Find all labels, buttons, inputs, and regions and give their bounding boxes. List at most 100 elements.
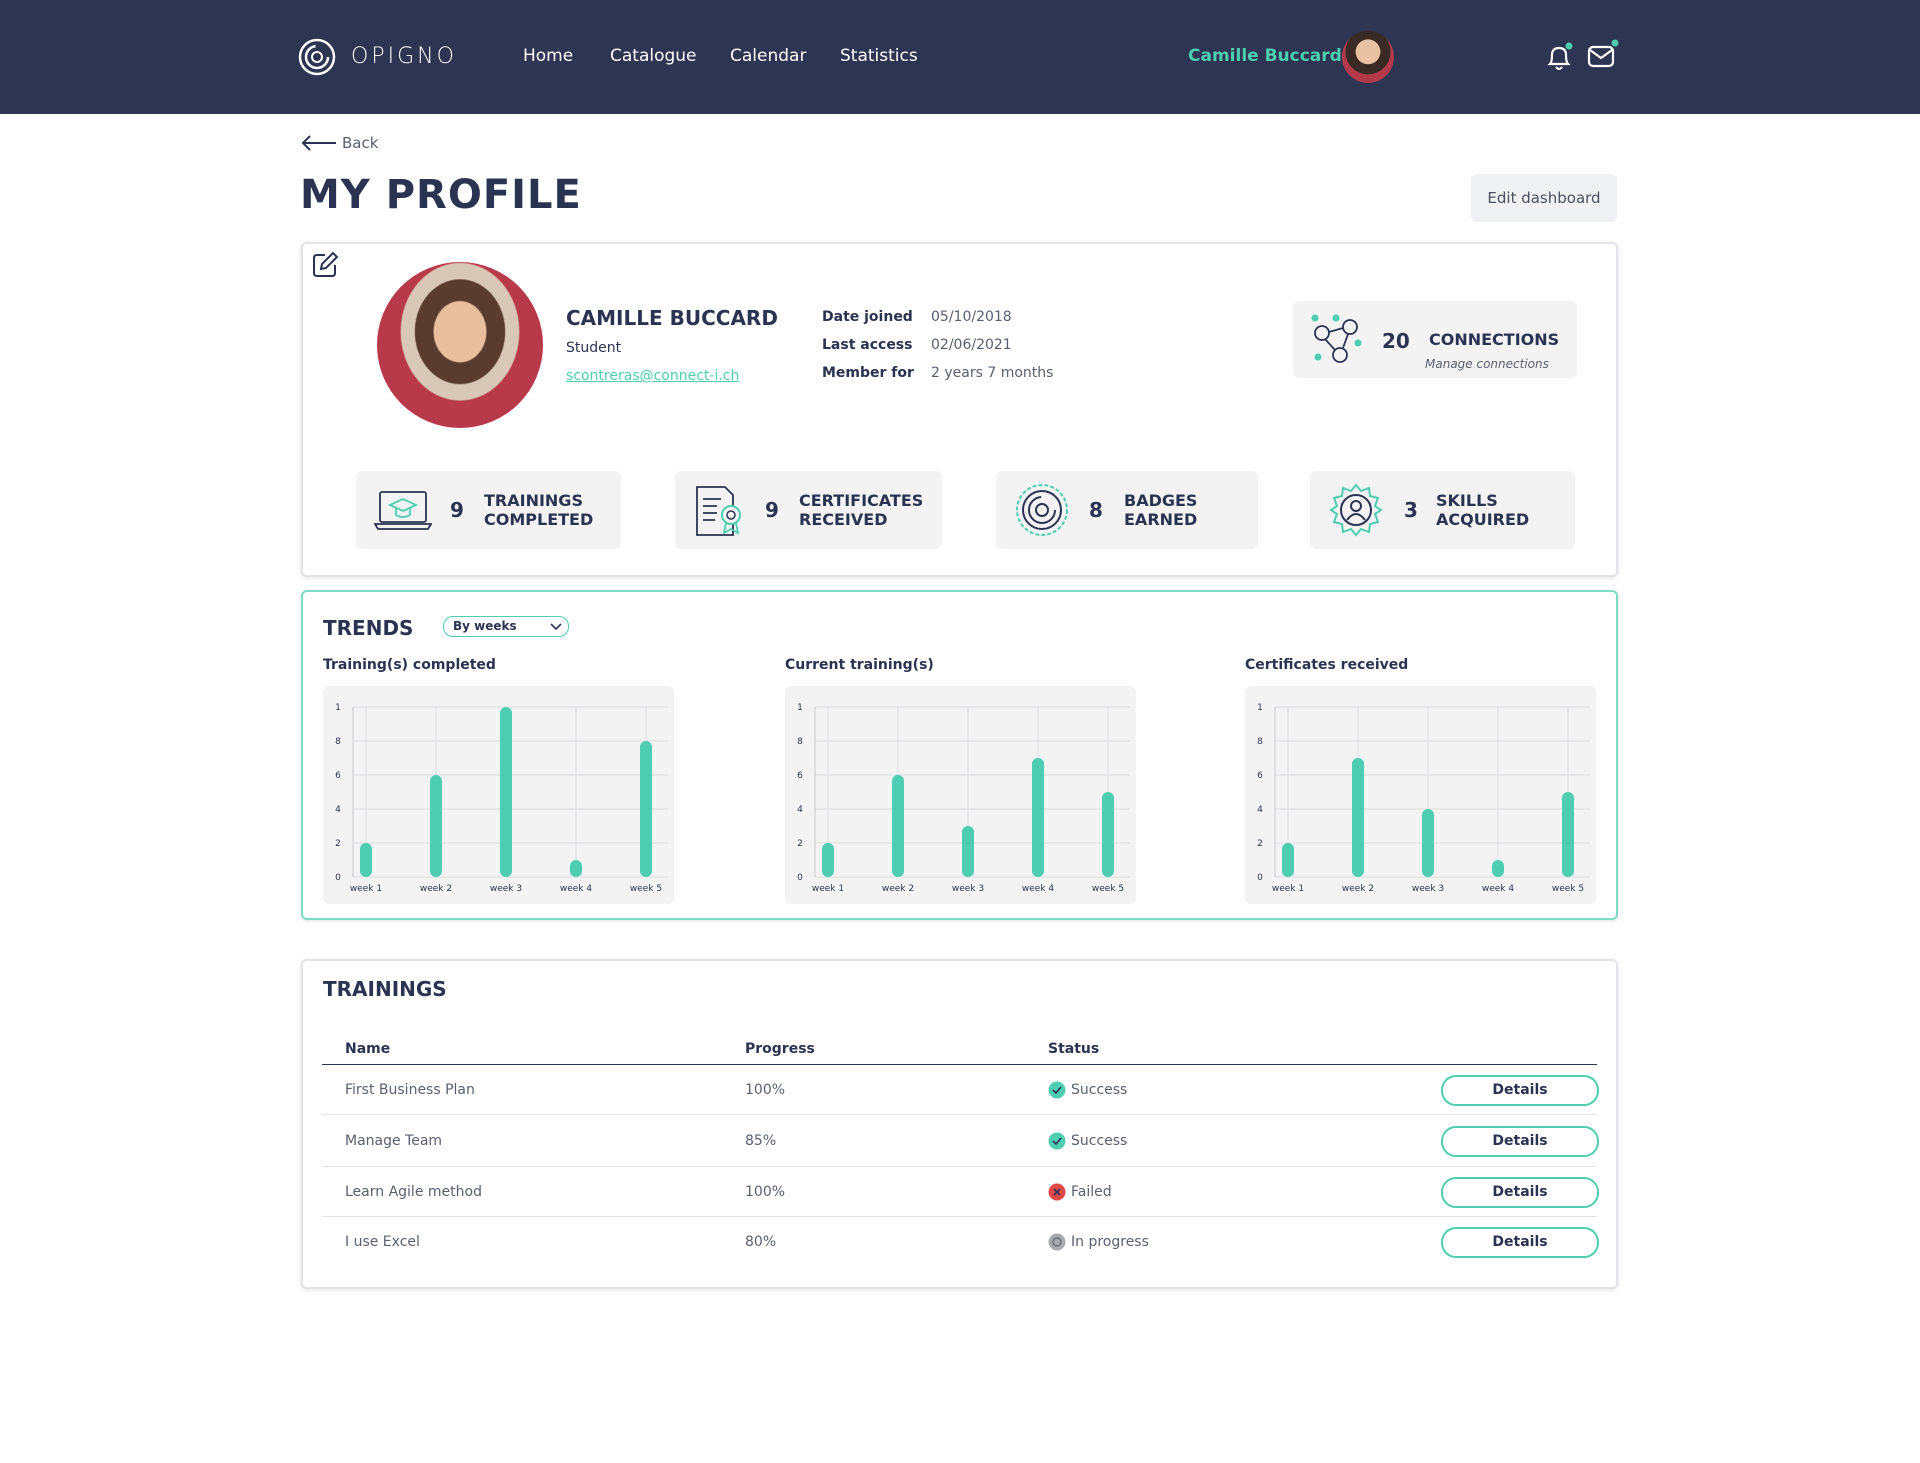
bar: [1102, 792, 1114, 877]
bar: [1282, 843, 1294, 877]
stat-count: 8: [1089, 498, 1103, 522]
profile-email[interactable]: scontreras@connect-i.ch: [566, 368, 740, 384]
training-status: Success: [1071, 1082, 1128, 1098]
bar: [1492, 860, 1504, 877]
stat-label-line: TRAININGS: [484, 491, 583, 510]
nav-link[interactable]: Home: [523, 46, 574, 66]
stat-icon: [1329, 483, 1383, 537]
header-rule: [322, 1064, 1597, 1065]
edit-dashboard-button[interactable]: Edit dashboard: [1471, 174, 1617, 222]
training-name: Manage Team: [345, 1133, 443, 1149]
trainings-title: TRAININGS: [323, 977, 447, 1001]
training-name: Learn Agile method: [345, 1184, 482, 1200]
connections-icon: [1311, 314, 1362, 363]
stat-label: BADGES EARNED: [1124, 491, 1197, 529]
nav-link[interactable]: Calendar: [730, 46, 807, 66]
profile-role: Student: [566, 340, 622, 356]
detail-label: Last access: [822, 337, 913, 353]
chart: week 1 week 2 week 3 week 4 week 5 0 2 4 6 8 1: [785, 686, 1136, 904]
training-progress: 85%: [745, 1133, 777, 1149]
edit-icon[interactable]: [311, 251, 339, 279]
chart: week 1 week 2 week 3 week 4 week 5 0 2 4 6 8 1: [1245, 686, 1596, 904]
stat-box: 8 BADGES EARNED: [996, 471, 1258, 549]
manage-connections-link[interactable]: Manage connections: [1425, 357, 1549, 371]
stat-label-line: CERTIFICATES: [799, 491, 924, 510]
stat-count: 3: [1404, 498, 1418, 522]
training-status: In progress: [1071, 1234, 1149, 1250]
training-name: I use Excel: [345, 1234, 420, 1250]
chart-title: Training(s) completed: [323, 657, 496, 673]
y-tick-label: 4: [797, 805, 803, 815]
x-tick-label: week 2: [1342, 884, 1374, 894]
nav-link[interactable]: Statistics: [840, 46, 918, 66]
bar: [1032, 758, 1044, 877]
row-separator: [322, 1216, 1597, 1217]
stat-box: 9 TRAININGS COMPLETED: [356, 471, 621, 549]
nav-link[interactable]: Catalogue: [610, 46, 697, 66]
status-icon: [1048, 1183, 1066, 1201]
back-link[interactable]: Back: [342, 134, 379, 152]
bar: [430, 775, 442, 877]
y-tick-label: 6: [1257, 771, 1263, 781]
logo-icon: [298, 38, 336, 76]
stat-icon: [374, 491, 432, 530]
bar: [892, 775, 904, 877]
y-tick-label: 0: [797, 873, 803, 883]
bell-icon[interactable]: [1544, 42, 1574, 74]
bar: [822, 843, 834, 877]
y-tick-label: 8: [335, 737, 341, 747]
mail-icon[interactable]: [1586, 38, 1620, 72]
bar: [1422, 809, 1434, 877]
trends-filter[interactable]: By weeks: [443, 616, 569, 637]
stat-box: 9 CERTIFICATES RECEIVED: [675, 471, 942, 549]
x-tick-label: week 1: [812, 884, 844, 894]
stat-label-line: EARNED: [1124, 510, 1198, 529]
training-status: Success: [1071, 1133, 1128, 1149]
training-progress: 100%: [745, 1184, 786, 1200]
x-tick-label: week 4: [1022, 884, 1055, 894]
bar: [962, 826, 974, 877]
stat-label-line: RECEIVED: [799, 510, 888, 529]
stat-label-line: SKILLS: [1436, 491, 1498, 510]
x-tick-label: week 5: [1092, 884, 1124, 894]
detail-value: 2 years 7 months: [931, 365, 1054, 381]
detail-label: Member for: [822, 365, 914, 381]
stat-label: CERTIFICATES RECEIVED: [799, 491, 923, 529]
back-arrow[interactable]: [300, 134, 338, 152]
training-status: Failed: [1071, 1184, 1112, 1200]
details-button[interactable]: Details: [1441, 1227, 1599, 1258]
y-tick-label: 8: [1257, 737, 1263, 747]
y-tick-label: 4: [1257, 805, 1263, 815]
status-icon: [1048, 1132, 1066, 1150]
page-title: MY PROFILE: [300, 172, 582, 218]
x-tick-label: week 5: [1552, 884, 1584, 894]
bar: [360, 843, 372, 877]
details-button[interactable]: Details: [1441, 1075, 1599, 1106]
top-bar: OPIGNO Home Catalogue Calendar Statistic…: [0, 0, 1920, 114]
x-tick-label: week 3: [1412, 884, 1444, 894]
detail-label: Date joined: [822, 309, 913, 325]
stat-label-line: COMPLETED: [484, 510, 594, 529]
filter-label: By weeks: [453, 619, 517, 633]
connections-box[interactable]: 20 CONNECTIONS Manage connections: [1293, 301, 1577, 378]
bar: [640, 741, 652, 877]
stat-box: 3 SKILLS ACQUIRED: [1310, 471, 1575, 549]
row-separator: [322, 1166, 1597, 1167]
user-name[interactable]: Camille Buccard: [1188, 46, 1342, 66]
detail-value: 02/06/2021: [931, 337, 1012, 353]
training-name: First Business Plan: [345, 1082, 475, 1098]
details-button[interactable]: Details: [1441, 1177, 1599, 1208]
x-tick-label: week 4: [1482, 884, 1515, 894]
logo-text: OPIGNO: [351, 44, 457, 69]
y-tick-label: 2: [797, 839, 803, 849]
y-tick-label: 1: [335, 703, 341, 713]
column-header: Status: [1048, 1041, 1100, 1057]
x-tick-label: week 2: [420, 884, 452, 894]
bar: [500, 707, 512, 877]
y-tick-label: 1: [1257, 703, 1263, 713]
details-button[interactable]: Details: [1441, 1126, 1599, 1157]
stat-icon: [696, 486, 741, 536]
user-avatar[interactable]: [1342, 31, 1394, 83]
stat-count: 9: [450, 498, 464, 522]
